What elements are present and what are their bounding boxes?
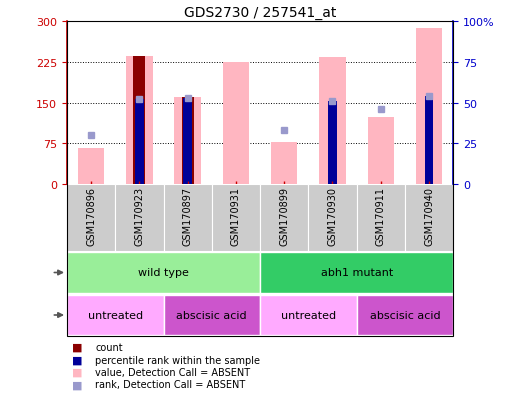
Bar — [260, 252, 453, 293]
Text: GSM170899: GSM170899 — [279, 187, 289, 245]
Bar — [222, 63, 249, 185]
Bar — [271, 142, 298, 185]
Bar — [182, 98, 194, 185]
Text: abscisic acid: abscisic acid — [370, 310, 440, 320]
Bar — [67, 252, 260, 293]
Bar — [308, 185, 356, 252]
Text: percentile rank within the sample: percentile rank within the sample — [95, 355, 260, 365]
Bar — [328, 102, 337, 185]
Bar — [115, 185, 163, 252]
Bar — [78, 148, 105, 185]
Title: GDS2730 / 257541_at: GDS2730 / 257541_at — [184, 5, 336, 19]
Bar — [405, 185, 453, 252]
Text: abh1 mutant: abh1 mutant — [320, 268, 393, 278]
Bar — [425, 97, 434, 185]
Bar — [175, 98, 201, 185]
Bar — [319, 58, 346, 185]
Text: ■: ■ — [72, 380, 82, 389]
Text: GSM170931: GSM170931 — [231, 187, 241, 245]
Text: GSM170911: GSM170911 — [376, 187, 386, 245]
Text: wild type: wild type — [138, 268, 189, 278]
Text: value, Detection Call = ABSENT: value, Detection Call = ABSENT — [95, 367, 250, 377]
Text: GSM170940: GSM170940 — [424, 187, 434, 245]
Bar — [126, 57, 152, 185]
Bar — [356, 185, 405, 252]
Bar — [212, 185, 260, 252]
Bar — [67, 295, 163, 335]
Bar — [368, 118, 394, 185]
Text: untreated: untreated — [88, 310, 143, 320]
Text: GSM170896: GSM170896 — [86, 187, 96, 245]
Text: ■: ■ — [72, 342, 82, 352]
Bar — [133, 57, 145, 185]
Text: untreated: untreated — [281, 310, 336, 320]
Text: GSM170897: GSM170897 — [183, 187, 193, 246]
Bar — [183, 98, 192, 185]
Bar — [416, 29, 442, 185]
Bar — [356, 295, 453, 335]
Bar — [163, 295, 260, 335]
Text: ■: ■ — [72, 367, 82, 377]
Text: GSM170923: GSM170923 — [134, 187, 144, 246]
Bar — [260, 185, 308, 252]
Text: abscisic acid: abscisic acid — [177, 310, 247, 320]
Text: rank, Detection Call = ABSENT: rank, Detection Call = ABSENT — [95, 380, 246, 389]
Text: ■: ■ — [72, 355, 82, 365]
Bar — [67, 185, 115, 252]
Bar — [260, 295, 356, 335]
Bar — [135, 100, 144, 185]
Bar — [163, 185, 212, 252]
Text: count: count — [95, 342, 123, 352]
Text: GSM170930: GSM170930 — [328, 187, 337, 245]
